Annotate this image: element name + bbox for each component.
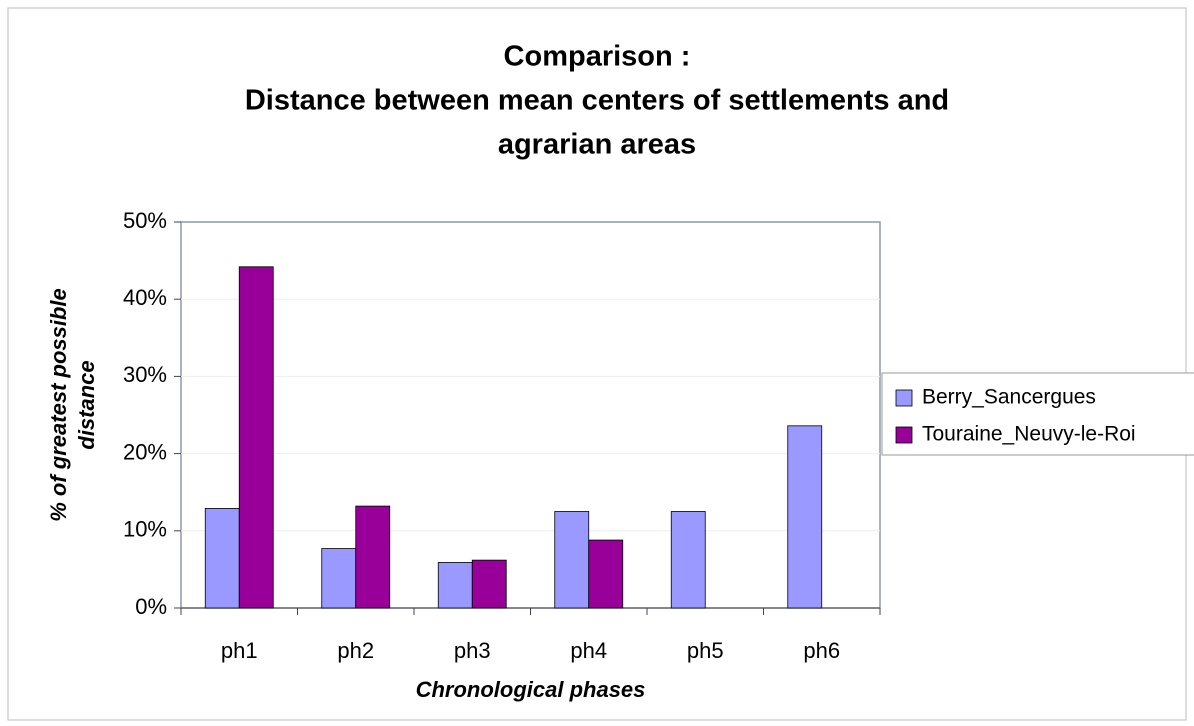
y-axis-title: distance xyxy=(74,360,99,449)
x-tick-label: ph6 xyxy=(803,638,840,663)
legend-swatch xyxy=(895,389,913,407)
y-tick-label: 30% xyxy=(123,362,167,387)
x-axis-title: Chronological phases xyxy=(416,677,646,702)
bar xyxy=(238,266,274,609)
chart-title: Distance between mean centers of settlem… xyxy=(245,85,949,117)
plot-area xyxy=(180,221,881,609)
x-tick-label: ph3 xyxy=(454,638,491,663)
bar xyxy=(437,562,473,609)
bar xyxy=(787,425,823,609)
bar xyxy=(355,505,391,609)
bar xyxy=(204,508,240,609)
bar xyxy=(471,559,507,609)
legend-swatch xyxy=(895,426,913,444)
bar xyxy=(670,511,706,609)
y-axis-title: % of greatest possible xyxy=(46,288,71,522)
bar xyxy=(588,539,624,609)
bar xyxy=(554,511,590,609)
x-tick-label: ph4 xyxy=(570,638,607,663)
y-tick-label: 0% xyxy=(135,594,167,619)
y-tick-label: 40% xyxy=(123,285,167,310)
legend-box xyxy=(881,372,1194,456)
y-tick-label: 50% xyxy=(123,208,167,233)
y-tick-label: 10% xyxy=(123,517,167,542)
x-tick-label: ph2 xyxy=(337,638,374,663)
chart-title: agrarian areas xyxy=(498,129,696,161)
bar xyxy=(321,548,357,609)
legend-label: Touraine_Neuvy-le-Roi xyxy=(922,423,1136,446)
y-tick-label: 20% xyxy=(123,439,167,464)
chart-title: Comparison : xyxy=(504,41,691,73)
x-tick-label: ph1 xyxy=(221,638,258,663)
x-tick-label: ph5 xyxy=(687,638,724,663)
legend-label: Berry_Sancergues xyxy=(922,386,1096,409)
